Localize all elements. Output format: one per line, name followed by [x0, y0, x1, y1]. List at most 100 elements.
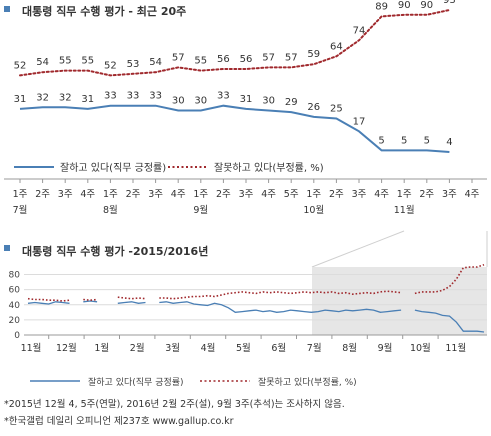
top-data-label: 25 — [330, 103, 343, 114]
recent-weeks-highlight — [312, 267, 487, 335]
top-data-label: 55 — [59, 56, 72, 67]
top-x-tick-label: 2주 — [216, 189, 231, 200]
top-data-label: 93 — [443, 0, 456, 6]
top-data-label: 64 — [330, 41, 343, 52]
top-legend: 잘하고 있다(직무 긍정률) 잘못하고 있다(부정률, %) — [14, 161, 324, 174]
top-data-label: 54 — [149, 57, 162, 68]
bottom-month-label: 9월 — [378, 342, 393, 354]
top-legend-positive-label: 잘하고 있다(직무 긍정률) — [60, 161, 166, 174]
top-data-label: 52 — [14, 60, 27, 71]
top-data-label: 29 — [285, 97, 298, 108]
bottom-month-label: 7월 — [307, 342, 322, 354]
top-data-label: 33 — [104, 91, 117, 102]
top-series-negative-line — [19, 9, 451, 77]
top-data-label: 56 — [240, 54, 253, 65]
top-data-label: 32 — [36, 92, 49, 103]
top-data-label: 59 — [307, 49, 320, 60]
top-data-label: 54 — [36, 57, 49, 68]
top-x-tick-label: 4주 — [171, 189, 186, 200]
bottom-y-tick-label: 40 — [9, 301, 21, 311]
top-x-tick-label: 2주 — [329, 189, 344, 200]
bottom-month-label: 2월 — [130, 342, 145, 354]
top-x-tick-label: 4주 — [261, 189, 276, 200]
bottom-y-tick-label: 80 — [9, 271, 21, 281]
bottom-series-group — [27, 263, 485, 333]
top-data-label: 31 — [240, 94, 253, 105]
bottom-series-positive-line — [27, 300, 485, 333]
top-data-label: 33 — [217, 91, 230, 102]
top-data-label: 57 — [285, 52, 298, 63]
top-x-tick-label: 3주 — [442, 189, 457, 200]
top-x-tick-label: 5주 — [284, 189, 299, 200]
top-month-label: 7월 — [13, 204, 28, 216]
bottom-grid: 0 20 40 60 80 — [9, 271, 487, 341]
top-chart-title: 대통령 직무 수행 평가 - 최근 20주 — [22, 4, 186, 18]
top-x-tick-label: 4주 — [80, 189, 95, 200]
top-x-tick-label: 2주 — [419, 189, 434, 200]
top-data-label: 55 — [81, 56, 94, 67]
footnote-source: *한국갤럽 데일리 오피니언 제237호 www.gallup.co.kr — [4, 415, 234, 427]
bottom-month-label: 1월 — [94, 342, 109, 354]
top-x-tick-label: 3주 — [239, 189, 254, 200]
top-x-tick-label: 1주 — [397, 189, 412, 200]
top-legend-negative-label: 잘못하고 있다(부정률, %) — [214, 161, 324, 174]
bottom-legend-negative-label: 잘못하고 있다(부정률, %) — [258, 376, 357, 388]
bottom-y-tick-label: 20 — [9, 316, 21, 326]
bottom-y-tick-label: 60 — [9, 286, 21, 296]
top-x-tick-label: 4주 — [374, 189, 389, 200]
top-x-tick-label: 1주 — [103, 189, 118, 200]
top-data-label: 90 — [420, 0, 433, 11]
bottom-chart-title: 대통령 직무 수행 평가 -2015/2016년 — [22, 244, 208, 258]
bottom-legend-positive-label: 잘하고 있다(직무 긍정률) — [88, 376, 184, 388]
top-x-tick-label: 3주 — [148, 189, 163, 200]
bottom-month-label: 11월 — [21, 342, 42, 354]
top-x-ticks: 1주 2주 3주 4주 1주 2주 3주 4주 1주 2주 3주 4주 5주 1주 2주 3주 4주 1주 2주 3주… — [13, 179, 480, 216]
top-data-label: 5 — [378, 135, 384, 146]
top-data-label: 30 — [262, 96, 275, 107]
bottom-legend: 잘하고 있다(직무 긍정률) 잘못하고 있다(부정률, %) — [30, 376, 357, 388]
bottom-month-label: 11월 — [445, 342, 466, 354]
top-data-label: 57 — [262, 52, 275, 63]
top-data-label: 53 — [127, 59, 140, 70]
top-x-tick-label: 1주 — [13, 189, 28, 200]
top-x-tick-label: 3주 — [58, 189, 73, 200]
top-data-label: 31 — [81, 94, 94, 105]
bottom-x-ticks: 11월 12월 1월 2월 3월 4월 5월 6월 7월 8월 9월 10월 11월 — [21, 335, 466, 354]
footnote-note: *2015년 12월 4, 5주(연말), 2016년 2월 2주(설), 9월… — [4, 398, 345, 410]
bottom-month-label: 5월 — [236, 342, 251, 354]
top-data-label: 31 — [14, 94, 27, 105]
top-data-label: 26 — [307, 102, 320, 113]
top-month-label: 10월 — [303, 204, 324, 216]
top-x-tick-label: 1주 — [306, 189, 321, 200]
top-data-label: 90 — [398, 0, 411, 11]
top-data-label: 5 — [424, 135, 430, 146]
top-data-label: 33 — [127, 91, 140, 102]
top-x-tick-label: 2주 — [35, 189, 50, 200]
top-x-tick-label: 3주 — [352, 189, 367, 200]
top-data-label: 52 — [104, 60, 117, 71]
top-x-tick-label: 2주 — [126, 189, 141, 200]
zoom-connector-left — [311, 230, 405, 268]
top-series-positive-line — [19, 104, 450, 153]
top-data-label: 4 — [446, 137, 452, 148]
bottom-month-label: 6월 — [271, 342, 286, 354]
top-data-label: 33 — [149, 91, 162, 102]
top-data-label: 56 — [217, 54, 230, 65]
top-month-label: 8월 — [103, 204, 118, 216]
bottom-month-label: 12월 — [56, 342, 77, 354]
top-month-label: 11월 — [394, 204, 415, 216]
top-month-label: 9월 — [193, 204, 208, 216]
top-data-label: 55 — [194, 56, 207, 67]
top-data-label: 57 — [172, 52, 185, 63]
top-data-label: 5 — [401, 135, 407, 146]
top-data-label: 17 — [353, 116, 366, 127]
title-bullet-icon — [4, 6, 10, 12]
chart-2015-2016: 대통령 직무 수행 평가 -2015/2016년 0 20 40 60 80 11월 12… — [4, 244, 487, 388]
bottom-y-tick-label: 0 — [14, 331, 20, 341]
top-x-tick-label: 4주 — [465, 189, 480, 200]
top-data-label: 74 — [353, 25, 366, 36]
title-bullet-icon-2 — [4, 245, 10, 251]
